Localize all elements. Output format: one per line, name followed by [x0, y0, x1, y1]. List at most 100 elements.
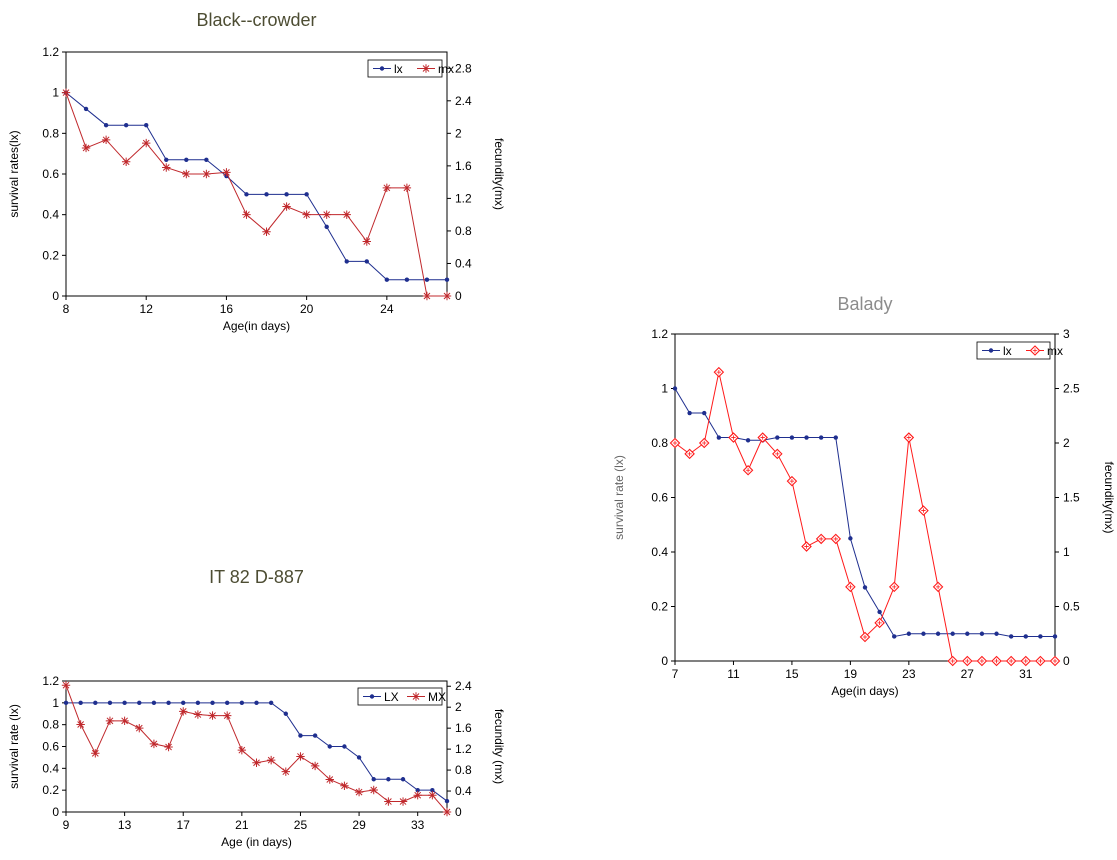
- x-axis-tick-label: 33: [411, 818, 425, 832]
- data-point-mx: [384, 797, 393, 806]
- left-axis-tick-label: 0: [661, 654, 668, 668]
- data-point-mx-center: [877, 620, 882, 626]
- data-point-lx: [166, 700, 171, 706]
- x-axis-label: Age(in days): [831, 684, 898, 698]
- data-point-mx: [208, 711, 217, 720]
- right-axis-label: fecundity(mx): [1102, 461, 1116, 533]
- x-axis-tick-label: 17: [177, 818, 191, 832]
- data-point-mx: [193, 710, 203, 719]
- data-point-mx-center: [1038, 658, 1043, 664]
- data-point-lx: [344, 259, 349, 264]
- data-point-lx: [424, 277, 430, 282]
- right-axis-tick-label: 0: [455, 805, 462, 819]
- data-point-mx: [105, 716, 115, 726]
- legend-box: [976, 341, 1051, 360]
- data-point-lx: [83, 106, 89, 112]
- legend-box: [367, 59, 443, 78]
- data-point-lx: [804, 435, 809, 440]
- right-axis-tick-label: 0: [1063, 654, 1070, 668]
- data-point-lx: [364, 259, 369, 264]
- data-point-mx-center: [906, 435, 912, 440]
- data-point-lx: [672, 386, 678, 391]
- data-point-lx: [195, 700, 201, 706]
- right-axis-tick-label: 2.8: [455, 61, 472, 75]
- data-point-lx: [107, 700, 113, 706]
- data-point-lx: [298, 733, 303, 738]
- data-point-lx: [284, 192, 289, 197]
- data-point-lx: [862, 585, 868, 590]
- data-point-mx: [164, 742, 173, 752]
- data-point-mx: [342, 210, 351, 219]
- right-axis-tick-label: 1.2: [455, 191, 472, 205]
- series-line-lx: [674, 388, 1055, 638]
- data-point-mx: [296, 752, 305, 761]
- x-axis-tick-label: 11: [727, 667, 740, 681]
- data-point-mx: [222, 711, 232, 720]
- plot-area: [674, 333, 1056, 662]
- data-point-mx: [413, 791, 422, 800]
- left-axis-tick-label: 0.4: [42, 761, 59, 775]
- data-point-mx-center: [775, 451, 780, 457]
- chart-it-82-d-887: IT 82 D-887 0 0.2 0.4 0.6 0.8 1 1.2 0 0.4 0.8 1.2 1.…: [7, 567, 506, 849]
- x-axis-label: Age (in days): [221, 835, 292, 849]
- data-point-mx: [179, 707, 188, 716]
- data-point-mx: [202, 169, 211, 179]
- data-point-mx: [142, 138, 151, 148]
- legend-label-mx: mx: [438, 62, 454, 76]
- chart-panel-balady: Balady 0 0.2 0.4 0.6 0.8 1 1.2 0 0.5 1 1.5 2 2.5 3 7 11 1…: [600, 285, 1117, 698]
- data-point-mx-center: [745, 468, 751, 473]
- data-point-lx: [386, 777, 391, 782]
- data-point-mx-center: [965, 658, 970, 664]
- legend: lx mx: [367, 59, 454, 78]
- data-point-lx: [950, 631, 955, 636]
- data-point-mx: [266, 755, 276, 765]
- data-point-lx: [775, 435, 780, 440]
- x-axis-label: Age(in days): [223, 319, 290, 333]
- right-axis-label: fecundity(mx): [492, 138, 506, 210]
- right-axis-tick-label: 1.5: [1063, 491, 1080, 505]
- right-axis-tick-label: 1.6: [455, 721, 472, 735]
- data-point-lx: [164, 157, 169, 162]
- series-line-mx: [674, 372, 1055, 662]
- x-axis-tick-label: 25: [294, 818, 308, 832]
- x-axis-tick-label: 24: [380, 302, 394, 316]
- data-point-mx: [402, 183, 412, 193]
- chart-panel-it82: IT 82 D-887 0 0.2 0.4 0.6 0.8 1 1.2 0 0.4 0.8 1.2 1.…: [0, 555, 520, 860]
- data-point-mx: [428, 791, 437, 800]
- data-point-mx: [398, 797, 408, 806]
- data-point-lx: [906, 631, 912, 636]
- data-point-mx: [442, 291, 452, 301]
- left-axis-tick-label: 0: [52, 289, 59, 303]
- data-point-mx: [120, 716, 129, 726]
- data-point-mx: [302, 210, 311, 219]
- right-axis-tick-label: 2.4: [455, 679, 472, 693]
- data-point-lx: [789, 435, 795, 440]
- legend: LX MX: [357, 687, 446, 706]
- data-point-mx: [282, 202, 291, 211]
- left-axis-tick-label: 0: [52, 805, 59, 819]
- data-point-lx: [239, 700, 245, 706]
- data-point-mx-center: [702, 440, 707, 446]
- data-point-mx-center: [804, 544, 809, 549]
- x-axis-tick-label: 15: [785, 667, 799, 681]
- data-point-mx: [369, 785, 378, 795]
- data-point-lx: [103, 123, 109, 128]
- data-point-lx: [268, 700, 274, 706]
- data-point-lx: [892, 634, 897, 639]
- data-point-mx: [310, 761, 320, 771]
- data-point-mx: [101, 135, 111, 145]
- x-axis-tick-label: 7: [672, 667, 679, 681]
- data-point-lx: [384, 277, 390, 282]
- data-point-lx: [254, 700, 259, 706]
- legend-marker-lx: [379, 66, 385, 71]
- left-axis-tick-label: 0.8: [651, 436, 668, 450]
- data-point-lx: [430, 787, 435, 793]
- right-axis-tick-label: 2: [455, 126, 462, 140]
- data-point-mx-center: [935, 584, 941, 590]
- data-point-mx-center: [950, 658, 955, 664]
- data-point-mx-center: [862, 634, 868, 640]
- chart-balady: Balady 0 0.2 0.4 0.6 0.8 1 1.2 0 0.5 1 1.5 2 2.5 3 7 11 1…: [612, 294, 1116, 698]
- x-axis-tick-label: 20: [300, 302, 314, 316]
- data-point-lx: [123, 123, 129, 128]
- left-axis-tick-label: 1: [52, 696, 59, 710]
